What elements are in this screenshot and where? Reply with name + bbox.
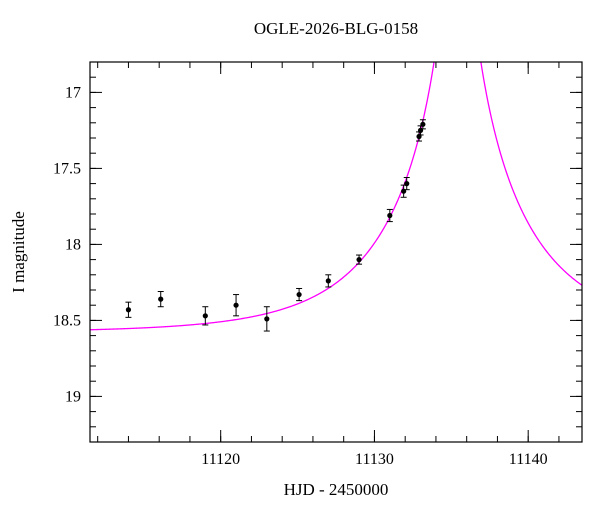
data-point-marker <box>325 278 331 284</box>
data-point-marker <box>233 302 239 308</box>
data-point-marker <box>356 257 362 263</box>
microlensing-model-curve <box>90 62 582 331</box>
data-point <box>325 274 332 288</box>
data-point <box>400 184 407 198</box>
data-point <box>263 306 270 332</box>
data-point <box>296 287 303 302</box>
data-point <box>416 131 423 142</box>
data-point <box>202 306 209 326</box>
data-point-marker <box>420 121 426 127</box>
data-point <box>125 301 132 318</box>
data-point-marker <box>404 181 410 187</box>
data-point-marker <box>202 313 208 319</box>
y-tick-label: 17 <box>65 84 81 101</box>
x-tick-label: 11130 <box>355 451 394 468</box>
data-point <box>356 254 363 265</box>
y-tick-label: 17.5 <box>53 160 81 177</box>
y-tick-label: 19 <box>65 388 81 405</box>
x-axis-label: HJD - 2450000 <box>284 480 389 499</box>
tick-labels: 11120 11130 11140 17 17.5 18 18.5 19 <box>53 84 548 468</box>
data-point <box>157 291 164 308</box>
data-point <box>233 294 240 317</box>
data-point-marker <box>264 316 270 322</box>
axes-frame <box>89 61 583 443</box>
chart-title: OGLE-2026-BLG-0158 <box>254 19 418 38</box>
x-tick-label: 11140 <box>509 451 548 468</box>
y-tick-label: 18.5 <box>53 312 81 329</box>
data-point <box>403 177 410 191</box>
y-axis-label: I magnitude <box>9 211 28 293</box>
plot-frame <box>89 61 583 443</box>
data-point-marker <box>387 212 393 219</box>
model-curve <box>90 62 582 331</box>
data-points <box>125 119 426 332</box>
data-point-marker <box>125 307 132 313</box>
y-tick-label: 18 <box>65 236 81 253</box>
data-point-marker <box>296 291 302 298</box>
data-point <box>419 119 426 130</box>
data-point <box>386 208 393 223</box>
x-tick-label: 11120 <box>201 451 240 468</box>
data-point-marker <box>158 296 164 302</box>
